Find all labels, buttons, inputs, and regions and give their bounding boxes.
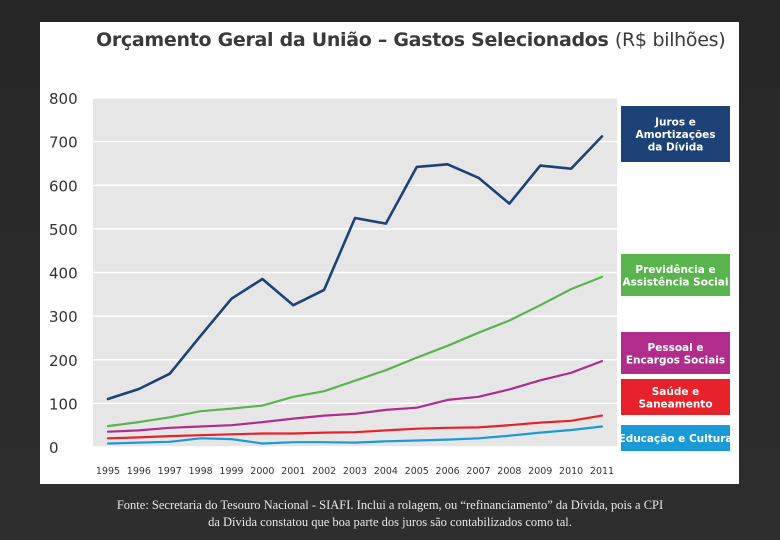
series-line-1 <box>106 135 604 401</box>
series-line-3 <box>106 360 604 433</box>
chart-title: Orçamento Geral da União – Gastos Seleci… <box>96 29 726 51</box>
legend-box <box>621 106 730 162</box>
x-tick-label: 1999 <box>219 466 243 477</box>
x-tick-label: 1997 <box>158 466 182 477</box>
series-line-5 <box>106 425 604 445</box>
x-tick-label: 2005 <box>405 466 429 477</box>
legend-label: Amortizações <box>635 129 715 141</box>
y-tick-label: 700 <box>49 134 78 152</box>
x-tick-label: 2006 <box>436 466 460 477</box>
x-tick-label: 2000 <box>250 466 274 477</box>
x-tick-label: 2008 <box>497 466 521 477</box>
source-caption: Fonte: Secretaria do Tesouro Nacional - … <box>40 497 740 531</box>
legend-box <box>621 425 730 451</box>
y-tick-label: 300 <box>49 308 78 326</box>
y-tick-label: 200 <box>49 352 78 370</box>
legend-box <box>621 332 730 374</box>
y-tick-label: 500 <box>49 221 78 239</box>
legend-label: Saúde e <box>652 386 700 398</box>
legend-label: Saneamento <box>638 398 712 410</box>
y-tick-label: 600 <box>49 177 78 195</box>
legend-label: Assistência Social <box>623 276 729 288</box>
line-chart: 0 100 200 300 400 500 600 700 800 1995 1996 1997 199… <box>49 90 733 477</box>
legend-label: Pessoal e <box>648 342 704 354</box>
x-tick-label: 2007 <box>466 466 490 477</box>
x-tick-label: 1996 <box>127 466 151 477</box>
legend-label: Juros e <box>654 117 696 129</box>
caption-line-2: da Dívida constatou que boa parte dos ju… <box>208 515 572 529</box>
x-tick-label: 2001 <box>281 466 305 477</box>
chart-panel: Orçamento Geral da União – Gastos Seleci… <box>40 22 739 484</box>
x-tick-label: 2011 <box>590 466 614 477</box>
gridlines <box>93 97 617 448</box>
legend-label: Previdência e <box>635 264 715 276</box>
legend-label: Educação e Cultura <box>619 433 733 445</box>
legend-box <box>621 254 730 296</box>
x-tick-label: 2002 <box>312 466 336 477</box>
legend-label: da Dívida <box>648 142 704 154</box>
chart-title-main: Orçamento Geral da União – Gastos Seleci… <box>96 29 609 51</box>
series-line-2 <box>106 275 604 428</box>
x-tick-label: 1995 <box>96 466 120 477</box>
x-tick-label: 2004 <box>374 466 398 477</box>
caption-line-1: Fonte: Secretaria do Tesouro Nacional - … <box>116 498 664 512</box>
legend-label: Encargos Sociais <box>626 354 725 366</box>
legend-box <box>621 379 730 415</box>
y-tick-label: 0 <box>49 439 59 457</box>
y-tick-label: 800 <box>49 90 78 108</box>
x-tick-label: 2009 <box>528 466 552 477</box>
x-tick-label: 2010 <box>559 466 583 477</box>
x-tick-label: 1998 <box>189 466 213 477</box>
y-tick-label: 400 <box>49 265 78 283</box>
series-lines <box>106 135 604 445</box>
y-tick-label: 100 <box>49 395 78 413</box>
series-line-4 <box>106 414 604 440</box>
x-tick-label: 2003 <box>343 466 367 477</box>
chart-title-unit: (R$ bilhões) <box>614 29 726 51</box>
